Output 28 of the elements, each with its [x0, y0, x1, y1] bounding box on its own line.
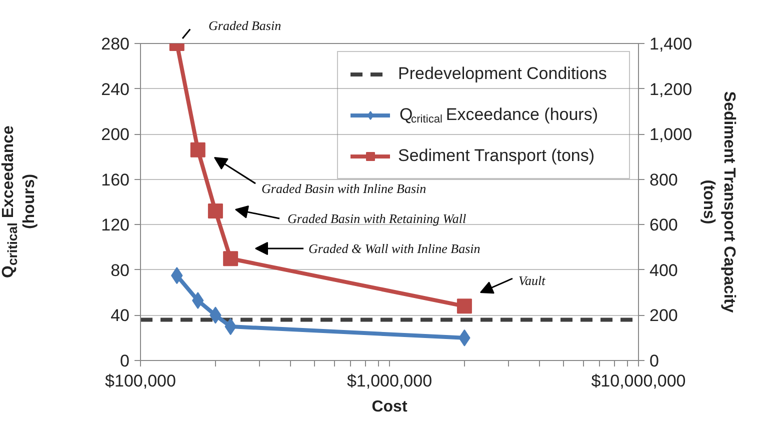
annotation: Graded Basin with Retaining Wall [288, 211, 467, 226]
y-tick-label: 240 [101, 80, 130, 99]
x-tick-label: $1,000,000 [346, 372, 432, 390]
y2-tick-label: 1,000 [650, 125, 692, 144]
y2-tick-label: 1,200 [650, 80, 692, 99]
y2-tick-label: 400 [650, 260, 678, 280]
y-tick-label: 80 [110, 260, 130, 280]
y2-tick-label: 0 [650, 352, 659, 370]
y-tick-label: 160 [101, 170, 130, 190]
y2-tick-label: 600 [650, 216, 678, 235]
x-tick-label: $100,000 [105, 372, 176, 390]
annotation: Graded Basin with Inline Basin [262, 181, 426, 196]
x-tick-label: $10,000,000 [591, 372, 686, 390]
y-tick-label: 200 [101, 125, 130, 144]
x-axis-title: Cost [372, 398, 408, 416]
legend-label: Predevelopment Conditions [398, 64, 608, 84]
y2-tick-label: 800 [650, 170, 678, 190]
text: Graded Basin [208, 18, 282, 33]
y2-tick-label: 1,400 [650, 34, 692, 54]
annotation: Graded & Wall with Inline Basin [308, 241, 480, 256]
legend-label: Sediment Transport (tons) [398, 146, 596, 166]
y2-tick-label: 200 [650, 306, 678, 326]
y-tick-label: 280 [101, 34, 130, 54]
y-tick-label: 120 [101, 216, 130, 235]
y2-axis-title: Sediment Transport Capacity (tons) [700, 91, 738, 313]
y-tick-label: 40 [110, 306, 130, 326]
y-tick-label: 0 [120, 352, 130, 370]
annotation: Vault [518, 273, 546, 288]
